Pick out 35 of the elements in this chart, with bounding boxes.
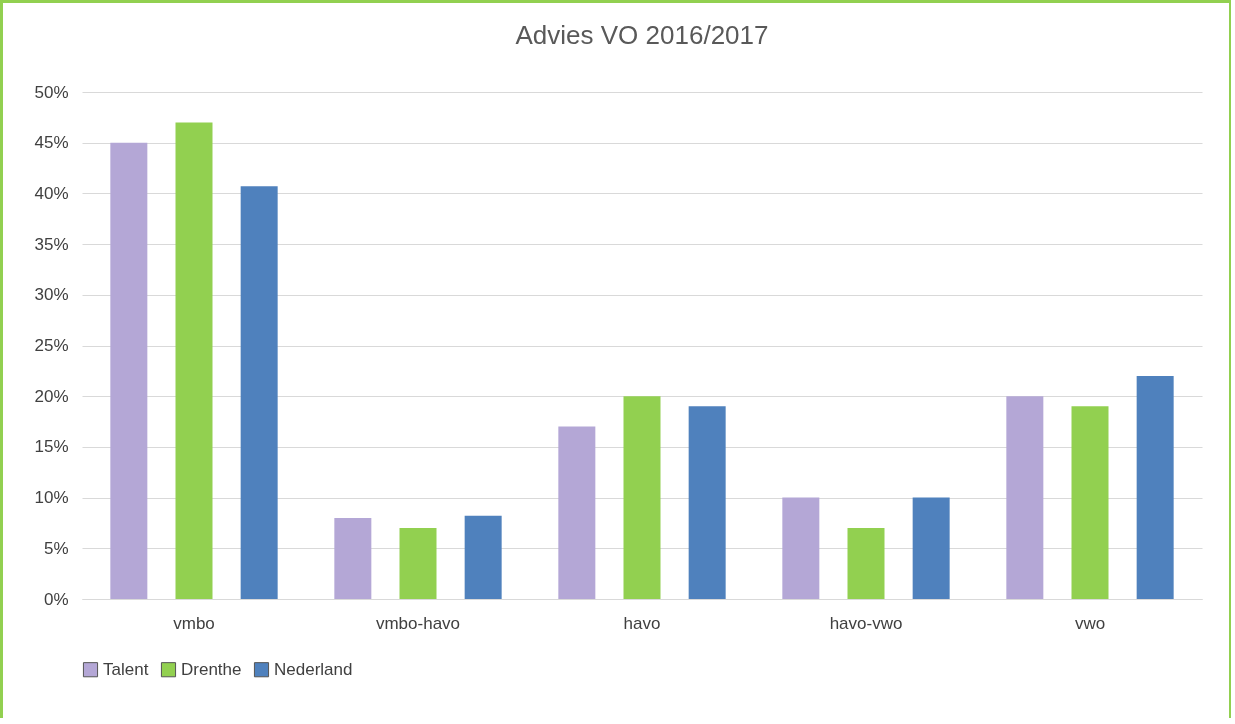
- x-tick-label: vmbo-havo: [375, 613, 461, 633]
- bar: [240, 186, 278, 599]
- legend-label: Talent: [103, 659, 149, 679]
- y-tick-label: 20%: [34, 386, 69, 406]
- x-tick-label: havo: [623, 613, 661, 633]
- bar: [175, 122, 213, 599]
- y-tick-label: 45%: [34, 133, 69, 153]
- legend-label: Nederland: [274, 659, 353, 679]
- bar: [782, 497, 820, 599]
- x-tick-label: vmbo: [173, 613, 215, 633]
- bar: [688, 406, 726, 599]
- bar: [334, 517, 372, 599]
- bar: [912, 497, 950, 599]
- y-tick-label: 50%: [34, 82, 69, 102]
- y-tick-label: 10%: [34, 488, 69, 508]
- bar: [464, 515, 502, 599]
- bar: [1006, 396, 1044, 599]
- x-tick-label: vwo: [1074, 613, 1106, 633]
- bar: [1136, 375, 1174, 599]
- bar: [623, 396, 661, 599]
- bar: [399, 528, 437, 599]
- y-tick-label: 40%: [34, 183, 69, 203]
- bar: [558, 426, 596, 599]
- y-tick-label: 30%: [34, 285, 69, 305]
- chart-title: Advies VO 2016/2017: [515, 20, 769, 50]
- y-tick-label: 5%: [43, 538, 69, 558]
- y-tick-label: 25%: [34, 336, 69, 355]
- y-tick-label: 0%: [43, 589, 69, 609]
- y-tick-label: 35%: [34, 234, 69, 254]
- y-tick-label: 15%: [34, 437, 69, 457]
- legend-label: Drenthe: [181, 659, 242, 679]
- bar: [110, 142, 148, 599]
- bar: [847, 528, 885, 599]
- bar: [1071, 406, 1109, 599]
- x-tick-label: havo-vwo: [829, 613, 903, 633]
